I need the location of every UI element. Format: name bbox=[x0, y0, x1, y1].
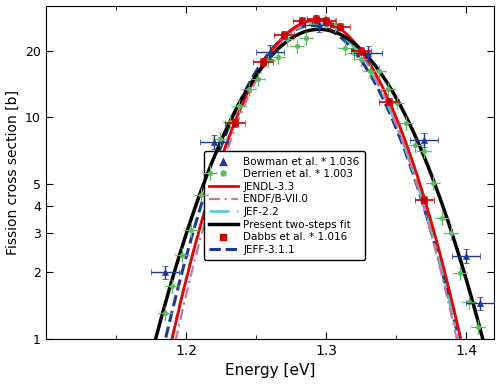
JEFF-3.1.1 bbox=[240, 92, 246, 97]
Legend: Bowman et al. * 1.036, Derrien et al. * 1.003, JENDL-3.3, ENDF/B-VII.0, JEF-2.2,: Bowman et al. * 1.036, Derrien et al. * … bbox=[204, 151, 364, 260]
Y-axis label: Fission cross section [b]: Fission cross section [b] bbox=[6, 90, 20, 255]
Present two-steps fit bbox=[224, 125, 230, 129]
JEF-2.2 bbox=[312, 22, 318, 26]
JENDL-3.3 bbox=[314, 18, 320, 22]
ENDF/B-VII.0 bbox=[314, 20, 320, 24]
Present two-steps fit bbox=[393, 95, 399, 100]
ENDF/B-VII.0 bbox=[401, 144, 407, 148]
JEFF-3.1.1 bbox=[309, 23, 315, 28]
Present two-steps fit bbox=[492, 382, 498, 384]
JEF-2.2 bbox=[240, 100, 246, 104]
Line: Present two-steps fit: Present two-steps fit bbox=[46, 29, 494, 384]
ENDF/B-VII.0 bbox=[224, 147, 230, 152]
JEF-2.2 bbox=[224, 139, 230, 144]
JENDL-3.3 bbox=[393, 115, 399, 120]
Present two-steps fit bbox=[240, 93, 246, 98]
Line: JEFF-3.1.1: JEFF-3.1.1 bbox=[46, 25, 494, 384]
JEFF-3.1.1 bbox=[352, 49, 358, 54]
JEF-2.2 bbox=[401, 143, 407, 148]
JEFF-3.1.1 bbox=[393, 126, 399, 130]
JEF-2.2 bbox=[393, 122, 399, 127]
Line: JEF-2.2: JEF-2.2 bbox=[46, 24, 494, 384]
Present two-steps fit bbox=[401, 111, 407, 115]
JEFF-3.1.1 bbox=[401, 146, 407, 151]
JENDL-3.3 bbox=[352, 40, 358, 45]
ENDF/B-VII.0 bbox=[352, 43, 358, 47]
JENDL-3.3 bbox=[401, 136, 407, 140]
JENDL-3.3 bbox=[240, 99, 246, 104]
JEFF-3.1.1 bbox=[224, 128, 230, 133]
JENDL-3.3 bbox=[224, 139, 230, 144]
ENDF/B-VII.0 bbox=[240, 105, 246, 110]
Line: JENDL-3.3: JENDL-3.3 bbox=[46, 20, 494, 384]
Present two-steps fit bbox=[316, 27, 322, 31]
Line: ENDF/B-VII.0: ENDF/B-VII.0 bbox=[46, 22, 494, 384]
ENDF/B-VII.0 bbox=[393, 122, 399, 126]
X-axis label: Energy [eV]: Energy [eV] bbox=[225, 363, 316, 379]
JEF-2.2 bbox=[352, 45, 358, 50]
Present two-steps fit bbox=[352, 41, 358, 46]
